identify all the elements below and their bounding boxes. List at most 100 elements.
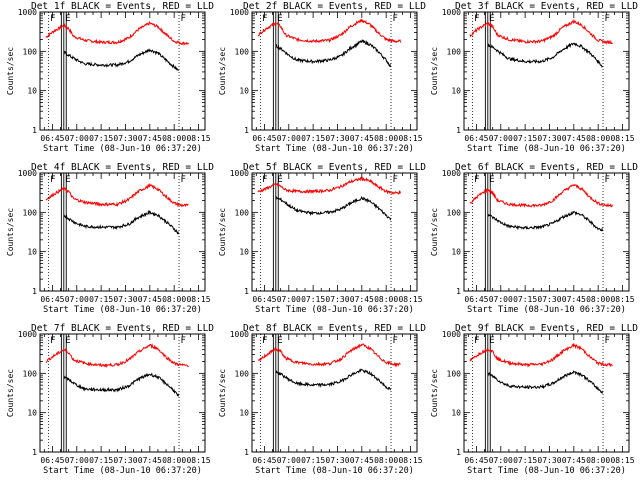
x-tick-label: 07:30	[537, 295, 561, 304]
x-tick-label: 08:00	[374, 134, 398, 143]
y-axis-label: Counts/sec	[218, 369, 227, 417]
y-tick-label: 1000	[230, 8, 249, 17]
plot-frame	[251, 333, 418, 453]
x-axis-label: Start Time (08-Jun-10 06:37:20)	[467, 305, 626, 315]
y-tick-label: 100	[447, 369, 462, 378]
marker-label: E	[489, 14, 494, 24]
plot-frame	[463, 333, 630, 453]
x-tick-label: 07:45	[350, 134, 374, 143]
y-tick-label: 10	[239, 87, 249, 96]
y-tick-label: 1	[244, 126, 249, 135]
marker-label: E	[489, 175, 494, 185]
x-tick-label: 07:30	[325, 295, 349, 304]
x-tick-label: 07:45	[350, 456, 374, 465]
panel-8: Det 8f BLACK = Events, RED = LLD 1 10 100 10…	[218, 323, 426, 476]
panel-title: Det 5f BLACK = Events, RED = LLD	[243, 162, 426, 173]
y-tick-label: 10	[451, 409, 461, 418]
marker-label: F	[262, 14, 267, 24]
x-tick-label: 07:30	[325, 134, 349, 143]
y-tick-label: 1000	[18, 8, 37, 17]
panel-title: Det 1f BLACK = Events, RED = LLD	[31, 1, 214, 12]
y-axis-label: Counts/sec	[430, 47, 439, 95]
x-tick-label: 08:00	[374, 295, 398, 304]
lld-series-line	[257, 176, 401, 196]
x-tick-label: 07:00	[489, 295, 513, 304]
marker-label: F	[181, 14, 186, 24]
x-tick-label: 07:30	[537, 456, 561, 465]
x-tick-label: 07:30	[537, 134, 561, 143]
x-tick-label: 08:15	[398, 134, 422, 143]
panel-5: Det 5f BLACK = Events, RED = LLD 1 10 100 10…	[218, 162, 426, 315]
x-tick-label: 07:45	[138, 134, 162, 143]
marker-label: F	[50, 336, 55, 346]
x-tick-label: 07:45	[562, 295, 586, 304]
marker-label: E	[277, 336, 282, 346]
y-tick-label: 1	[456, 287, 461, 296]
lld-series-line	[45, 20, 189, 47]
y-tick-label: 1000	[18, 330, 37, 339]
panel-6: Det 6f BLACK = Events, RED = LLD 1 10 100 10…	[430, 162, 638, 315]
x-tick-label: 07:45	[562, 456, 586, 465]
y-tick-label: 100	[23, 208, 38, 217]
x-tick-label: 07:15	[89, 456, 113, 465]
panel-4: Det 4f BLACK = Events, RED = LLD 1 10 100 10…	[6, 162, 214, 315]
y-axis-label: Counts/sec	[430, 208, 439, 256]
y-tick-label: 1000	[442, 8, 461, 17]
x-tick-label: 08:00	[586, 134, 610, 143]
x-tick-label: 07:45	[562, 134, 586, 143]
x-tick-label: 07:15	[301, 134, 325, 143]
y-tick-label: 100	[235, 208, 250, 217]
y-tick-label: 10	[239, 409, 249, 418]
x-tick-label: 08:15	[398, 295, 422, 304]
events-series-line	[275, 368, 391, 391]
lld-series-line	[469, 183, 613, 209]
y-axis-label: Counts/sec	[218, 208, 227, 256]
y-tick-label: 1000	[18, 169, 37, 178]
x-tick-label: 07:30	[113, 456, 137, 465]
y-tick-label: 100	[447, 208, 462, 217]
marker-label: E	[277, 14, 282, 24]
y-tick-label: 1	[244, 287, 249, 296]
marker-label: F	[181, 336, 186, 346]
x-tick-label: 07:15	[89, 134, 113, 143]
marker-label: F	[605, 175, 610, 185]
x-tick-label: 07:00	[277, 295, 301, 304]
x-tick-label: 07:00	[277, 456, 301, 465]
y-axis-label: Counts/sec	[6, 47, 15, 95]
x-axis-label: Start Time (08-Jun-10 06:37:20)	[467, 144, 626, 154]
marker-label: F	[50, 175, 55, 185]
y-tick-label: 100	[235, 369, 250, 378]
x-tick-label: 08:15	[610, 134, 634, 143]
y-tick-label: 100	[23, 369, 38, 378]
events-series-line	[487, 210, 603, 232]
x-tick-label: 07:00	[65, 134, 89, 143]
y-tick-label: 1000	[442, 169, 461, 178]
x-tick-label: 07:45	[138, 295, 162, 304]
marker-label: F	[393, 14, 398, 24]
panel-title: Det 7f BLACK = Events, RED = LLD	[31, 323, 214, 334]
x-axis-label: Start Time (08-Jun-10 06:37:20)	[255, 144, 414, 154]
plot-frame	[251, 11, 418, 131]
y-tick-label: 1000	[230, 169, 249, 178]
x-tick-label: 06:45	[40, 295, 64, 304]
x-tick-label: 07:15	[89, 295, 113, 304]
x-tick-label: 08:00	[374, 456, 398, 465]
x-axis-label: Start Time (08-Jun-10 06:37:20)	[43, 144, 202, 154]
x-tick-label: 07:00	[65, 295, 89, 304]
panel-title: Det 9f BLACK = Events, RED = LLD	[455, 323, 638, 334]
marker-label: F	[474, 336, 479, 346]
x-tick-label: 07:15	[301, 295, 325, 304]
plot-frame	[39, 333, 206, 453]
lld-series-line	[469, 18, 613, 46]
marker-label: F	[262, 175, 267, 185]
y-tick-label: 10	[27, 248, 37, 257]
panel-7: Det 7f BLACK = Events, RED = LLD 1 10 100 10…	[6, 323, 214, 476]
x-tick-label: 07:15	[513, 134, 537, 143]
panel-title: Det 6f BLACK = Events, RED = LLD	[455, 162, 638, 173]
x-tick-label: 06:45	[40, 456, 64, 465]
lld-series-line	[257, 19, 401, 44]
y-tick-label: 1	[32, 448, 37, 457]
x-tick-label: 07:15	[513, 295, 537, 304]
y-axis-label: Counts/sec	[6, 208, 15, 256]
y-tick-label: 100	[23, 47, 38, 56]
